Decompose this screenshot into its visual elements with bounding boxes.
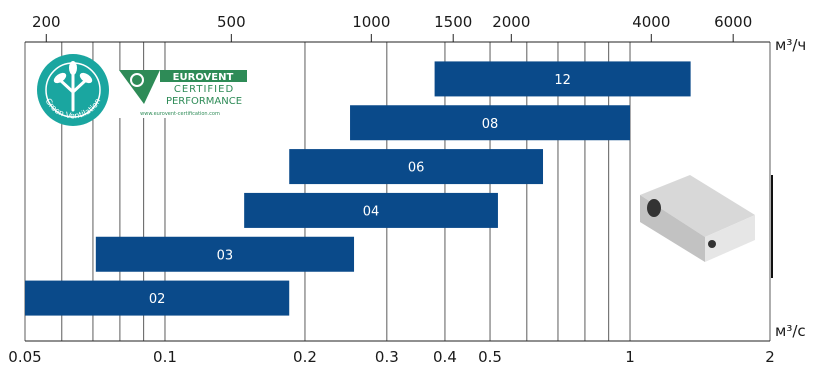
bottom-tick-label: 0.4 — [433, 348, 457, 366]
green-ventilation-logo: Green Ventilation — [37, 54, 109, 126]
bar-label: 12 — [554, 73, 571, 88]
bottom-tick-label: 0.2 — [293, 348, 317, 366]
bar-label: 04 — [363, 204, 380, 219]
top-tick-label: 500 — [217, 13, 246, 31]
bar-02 — [25, 280, 290, 316]
bar-06 — [289, 149, 544, 185]
bar-label: 02 — [149, 292, 166, 307]
bar-12 — [434, 61, 691, 97]
bottom-tick-label: 0.1 — [153, 348, 177, 366]
top-tick-label: 200 — [32, 13, 61, 31]
leaf-icon — [58, 68, 88, 112]
top-tick-label: 6000 — [714, 13, 752, 31]
eurovent-title: EUROVENT — [173, 72, 234, 83]
bar-label: 03 — [217, 248, 234, 263]
bar-label: 06 — [408, 161, 425, 176]
bars: 12 08 06 04 03 02 — [25, 61, 691, 316]
bottom-tick-label: 2 — [765, 348, 775, 366]
bar-03 — [95, 236, 355, 272]
eurovent-certified: CERTIFIED — [174, 84, 234, 95]
bottom-axis-unit: м³/с — [775, 322, 806, 340]
top-axis-unit: м³/ч — [775, 36, 806, 54]
eurovent-logo: EUROVENT CERTIFIED PERFORMANCE www.eurov… — [119, 70, 247, 118]
bottom-tick-label: 1 — [625, 348, 635, 366]
top-tick-label: 4000 — [632, 13, 670, 31]
eurovent-url: www.eurovent-certification.com — [140, 111, 220, 117]
top-tick-label: 1500 — [434, 13, 472, 31]
top-tick-label: 1000 — [352, 13, 390, 31]
bar-04 — [244, 192, 498, 228]
bottom-tick-label: 0.3 — [375, 348, 399, 366]
eurovent-performance: PERFORMANCE — [166, 96, 242, 107]
bar-label: 08 — [482, 117, 499, 132]
bar-08 — [350, 105, 631, 141]
bottom-tick-label: 0.5 — [478, 348, 502, 366]
bottom-axis: 0.05 0.1 0.2 0.3 0.4 0.5 1 2 — [8, 348, 774, 366]
top-tick-label: 2000 — [492, 13, 530, 31]
bottom-tick-label: 0.05 — [8, 348, 41, 366]
ventilation-unit-icon — [640, 175, 773, 278]
top-axis: 200 500 1000 1500 2000 4000 6000 — [32, 13, 752, 42]
